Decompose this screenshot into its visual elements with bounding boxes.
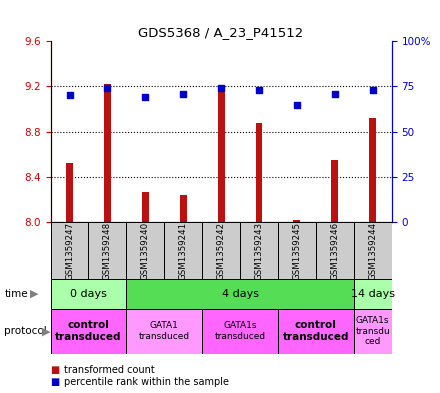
Text: ■: ■ — [51, 377, 60, 387]
Text: GSM1359246: GSM1359246 — [330, 222, 339, 279]
Text: percentile rank within the sample: percentile rank within the sample — [64, 377, 229, 387]
Text: GSM1359243: GSM1359243 — [254, 222, 264, 279]
Text: GSM1359245: GSM1359245 — [292, 222, 301, 279]
Bar — [126, 279, 354, 309]
Text: GATA1s
transdu
ced: GATA1s transdu ced — [355, 316, 390, 346]
Text: control
transduced: control transduced — [282, 320, 349, 342]
Text: 0 days: 0 days — [70, 289, 107, 299]
Bar — [142, 191, 149, 222]
Bar — [180, 195, 187, 222]
Bar — [66, 163, 73, 222]
Point — [218, 85, 225, 92]
Bar — [202, 222, 240, 279]
Bar — [354, 222, 392, 279]
Bar — [354, 309, 392, 354]
Title: GDS5368 / A_23_P41512: GDS5368 / A_23_P41512 — [139, 26, 304, 39]
Text: GSM1359247: GSM1359247 — [65, 222, 74, 279]
Bar — [278, 222, 316, 279]
Text: transformed count: transformed count — [64, 365, 154, 375]
Text: ▶: ▶ — [42, 326, 50, 336]
Point — [293, 101, 301, 108]
Bar — [256, 123, 262, 222]
Bar — [164, 222, 202, 279]
Bar — [240, 222, 278, 279]
Bar — [51, 279, 126, 309]
Bar — [293, 220, 300, 222]
Text: GSM1359248: GSM1359248 — [103, 222, 112, 279]
Bar — [369, 118, 376, 222]
Text: control
transduced: control transduced — [55, 320, 122, 342]
Text: ■: ■ — [51, 365, 60, 375]
Text: ▶: ▶ — [29, 289, 38, 299]
Bar — [354, 279, 392, 309]
Bar — [218, 89, 224, 222]
Bar — [278, 309, 354, 354]
Text: GSM1359241: GSM1359241 — [179, 222, 188, 279]
Text: GSM1359242: GSM1359242 — [216, 222, 226, 279]
Bar — [88, 222, 126, 279]
Text: time: time — [4, 289, 28, 299]
Bar — [331, 160, 338, 222]
Text: GSM1359244: GSM1359244 — [368, 222, 377, 279]
Point — [369, 87, 376, 93]
Text: GSM1359240: GSM1359240 — [141, 222, 150, 279]
Point — [180, 90, 187, 97]
Bar — [51, 222, 88, 279]
Bar — [126, 222, 164, 279]
Bar — [126, 309, 202, 354]
Text: protocol: protocol — [4, 326, 47, 336]
Text: 14 days: 14 days — [351, 289, 395, 299]
Point — [331, 90, 338, 97]
Text: 4 days: 4 days — [222, 289, 259, 299]
Point — [256, 87, 263, 93]
Bar — [202, 309, 278, 354]
Bar — [104, 84, 111, 222]
Point — [66, 92, 73, 99]
Text: GATA1s
transduced: GATA1s transduced — [214, 321, 266, 341]
Bar — [51, 309, 126, 354]
Bar — [316, 222, 354, 279]
Text: GATA1
transduced: GATA1 transduced — [139, 321, 190, 341]
Point — [104, 85, 111, 92]
Point — [142, 94, 149, 101]
